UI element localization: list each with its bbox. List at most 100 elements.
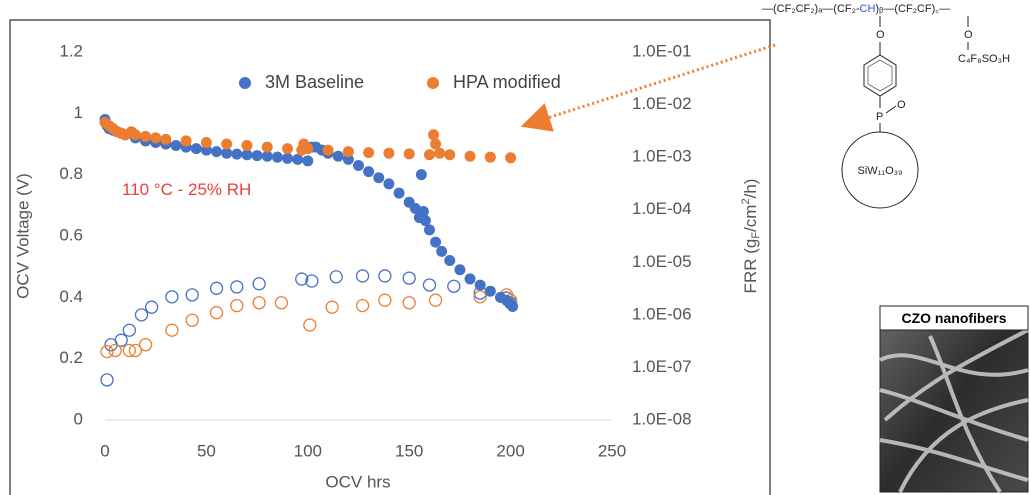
frr-point xyxy=(402,271,416,285)
voltage-point xyxy=(393,187,405,199)
frr-point xyxy=(402,296,416,310)
y-tick-label: 0.4 xyxy=(59,287,83,306)
voltage-point xyxy=(150,132,162,144)
voltage-point xyxy=(261,141,273,153)
voltage-point xyxy=(221,138,233,150)
voltage-point xyxy=(261,150,273,162)
voltage-point xyxy=(434,147,446,159)
y2-tick-label: 1.0E-03 xyxy=(632,147,692,166)
chain-part: )ᵦ—(CF₂CF)꜀— xyxy=(875,3,950,15)
frr-point xyxy=(128,343,143,358)
bond xyxy=(885,105,897,114)
frr-point xyxy=(422,278,437,292)
oxygen: O xyxy=(876,29,885,41)
y-tick-label: 0.6 xyxy=(59,225,83,244)
voltage-point xyxy=(363,166,375,178)
voltage-point xyxy=(430,138,442,150)
voltage-point xyxy=(507,301,519,313)
voltage-point xyxy=(241,140,253,152)
voltage-point xyxy=(444,255,456,267)
voltage-point xyxy=(373,172,385,184)
y2-label-part: /h) xyxy=(741,179,760,199)
frr-point xyxy=(185,313,199,327)
frr-point xyxy=(185,288,199,302)
x-tick-label: 100 xyxy=(294,441,322,460)
y-tick-label: 0.2 xyxy=(59,348,83,367)
voltage-point xyxy=(474,279,486,291)
x-tick-label: 250 xyxy=(598,441,626,460)
frr-point xyxy=(165,323,179,337)
phosphorus: P xyxy=(876,111,883,123)
voltage-point xyxy=(428,129,440,141)
voltage-point xyxy=(282,152,294,164)
voltage-point xyxy=(241,149,253,161)
side-chain: C₄F₈SO₃H xyxy=(958,53,1010,65)
frr-point xyxy=(134,308,149,322)
y2-tick-label: 1.0E-06 xyxy=(632,304,692,323)
frr-point xyxy=(209,281,224,295)
voltage-point xyxy=(353,159,364,171)
voltage-point xyxy=(211,146,223,158)
voltage-point xyxy=(423,224,435,236)
voltage-point xyxy=(383,147,395,159)
inset: CZO nanofibers xyxy=(879,305,1029,494)
voltage-point xyxy=(251,150,263,162)
inset-title: CZO nanofibers xyxy=(901,310,1006,326)
frr-point xyxy=(473,290,487,304)
fibers xyxy=(879,328,1029,494)
voltage-point xyxy=(190,143,202,155)
voltage-point xyxy=(363,147,375,159)
legend-label: 3M Baseline xyxy=(265,72,364,92)
frr-point xyxy=(100,373,114,387)
frr-point xyxy=(144,300,159,314)
voltage-point xyxy=(342,146,354,158)
pointer-arrow xyxy=(520,43,776,132)
legend-label: HPA modified xyxy=(453,72,561,92)
voltage-point xyxy=(417,205,429,217)
frr-point xyxy=(325,300,339,314)
y2-tick-label: 1.0E-07 xyxy=(632,357,692,376)
frr-point xyxy=(378,293,392,307)
inset-title-box xyxy=(879,305,1029,331)
voltage-point xyxy=(423,149,435,161)
chemical-structure: —(CF₂CF₂)ₐ—(CF₂-CH)ᵦ—(CF₂CF)꜀— O P O SiW… xyxy=(762,3,1010,209)
x-tick-label: 150 xyxy=(395,441,423,460)
y2-tick-label: 1.0E-04 xyxy=(632,199,692,218)
voltage-point xyxy=(292,153,304,165)
voltage-point xyxy=(419,215,431,227)
y2-tick-label: 1.0E-01 xyxy=(632,41,692,60)
voltage-point xyxy=(444,149,456,161)
voltage-point xyxy=(221,147,233,159)
voltage-point xyxy=(505,152,517,164)
chain-part: —(CF₂CF₂)ₐ—(CF₂- xyxy=(762,3,860,15)
y-tick-label: 0 xyxy=(74,409,83,428)
frr-point xyxy=(122,323,136,337)
voltage-point xyxy=(322,144,334,156)
voltage-point xyxy=(200,136,212,148)
frr-point xyxy=(122,343,136,358)
frr-point xyxy=(165,290,179,304)
y2-label-part: /cm xyxy=(741,205,760,232)
oxygen: O xyxy=(897,99,906,111)
y-tick-label: 1.2 xyxy=(59,41,83,60)
frr-point xyxy=(329,270,343,284)
x-tick-label: 200 xyxy=(496,441,524,460)
frr-point xyxy=(355,269,370,283)
frr-point xyxy=(355,298,370,313)
legend-marker xyxy=(239,77,251,89)
voltage-point xyxy=(170,140,182,152)
voltage-point xyxy=(282,143,294,155)
y-tick-label: 1 xyxy=(74,103,83,122)
y2-label-part: 2 xyxy=(740,198,752,204)
cluster-circle xyxy=(841,131,919,209)
voltage-point xyxy=(403,148,415,160)
frr-point xyxy=(303,318,317,332)
voltage-point xyxy=(342,153,354,165)
frr-point xyxy=(209,306,224,320)
annotation: 110 °C - 25% RH xyxy=(122,180,251,199)
y2-tick-label: 1.0E-05 xyxy=(632,252,692,271)
chain-part: CH xyxy=(860,3,876,15)
benzene-ring xyxy=(863,54,897,97)
frr-point xyxy=(378,269,392,283)
